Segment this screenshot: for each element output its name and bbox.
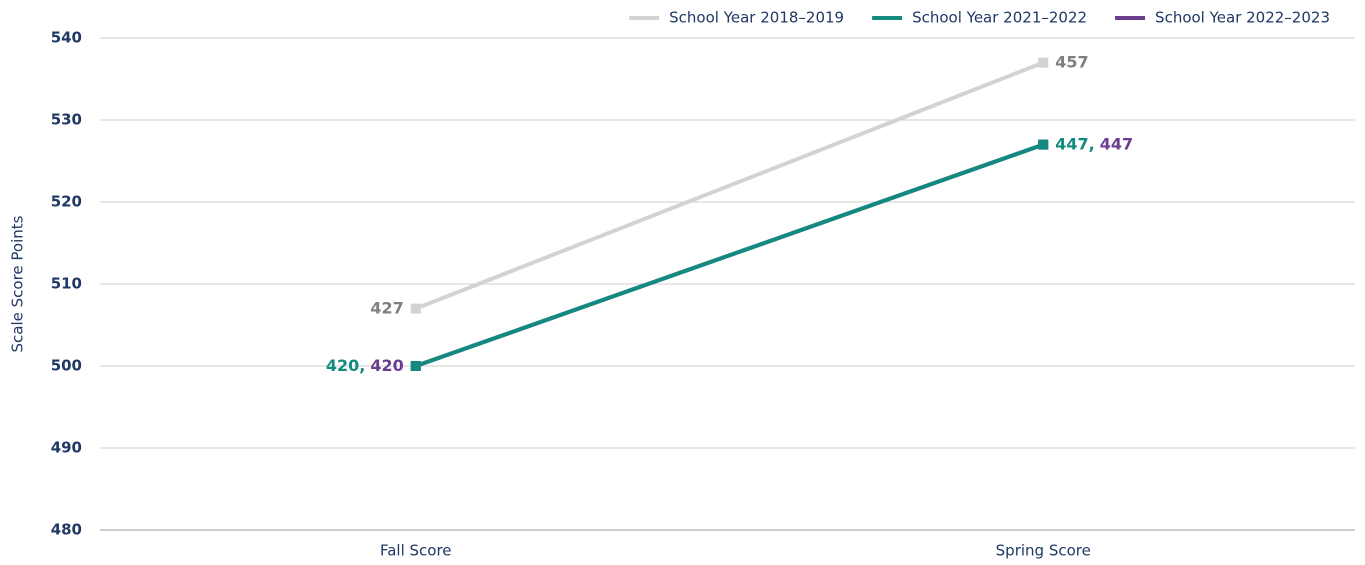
point-label-part: 420 [370, 356, 403, 375]
series-line [415, 60, 1044, 311]
point-label-part: 420, [326, 356, 365, 375]
point-label-part: 447 [1100, 134, 1133, 153]
point-label-part: 427 [370, 298, 403, 317]
x-tick-label: Spring Score [996, 542, 1091, 560]
marker [410, 303, 421, 314]
y-tick-label: 520 [51, 193, 82, 211]
point-label: 447, 447 [1055, 134, 1133, 153]
marker [1038, 139, 1049, 150]
y-tick-label: 480 [51, 521, 82, 539]
x-tick-label: Fall Score [380, 542, 452, 560]
series-line [415, 142, 1044, 368]
y-tick-label: 490 [51, 439, 82, 457]
legend-label: School Year 2022–2023 [1155, 9, 1330, 27]
legend-label: School Year 2018–2019 [669, 9, 844, 27]
y-axis-label: Scale Score Points [9, 215, 27, 352]
y-tick-label: 500 [51, 357, 82, 375]
point-label-part: 457 [1055, 52, 1088, 71]
legend-label: School Year 2021–2022 [912, 9, 1087, 27]
y-tick-label: 540 [51, 29, 82, 47]
point-label-part: 447, [1055, 134, 1094, 153]
y-tick-label: 530 [51, 111, 82, 129]
y-tick-label: 510 [51, 275, 82, 293]
point-label: 420, 420 [326, 356, 404, 375]
marker [410, 361, 421, 371]
marker [1038, 57, 1049, 68]
point-label: 457 [1055, 52, 1088, 71]
point-label: 427 [370, 298, 403, 317]
